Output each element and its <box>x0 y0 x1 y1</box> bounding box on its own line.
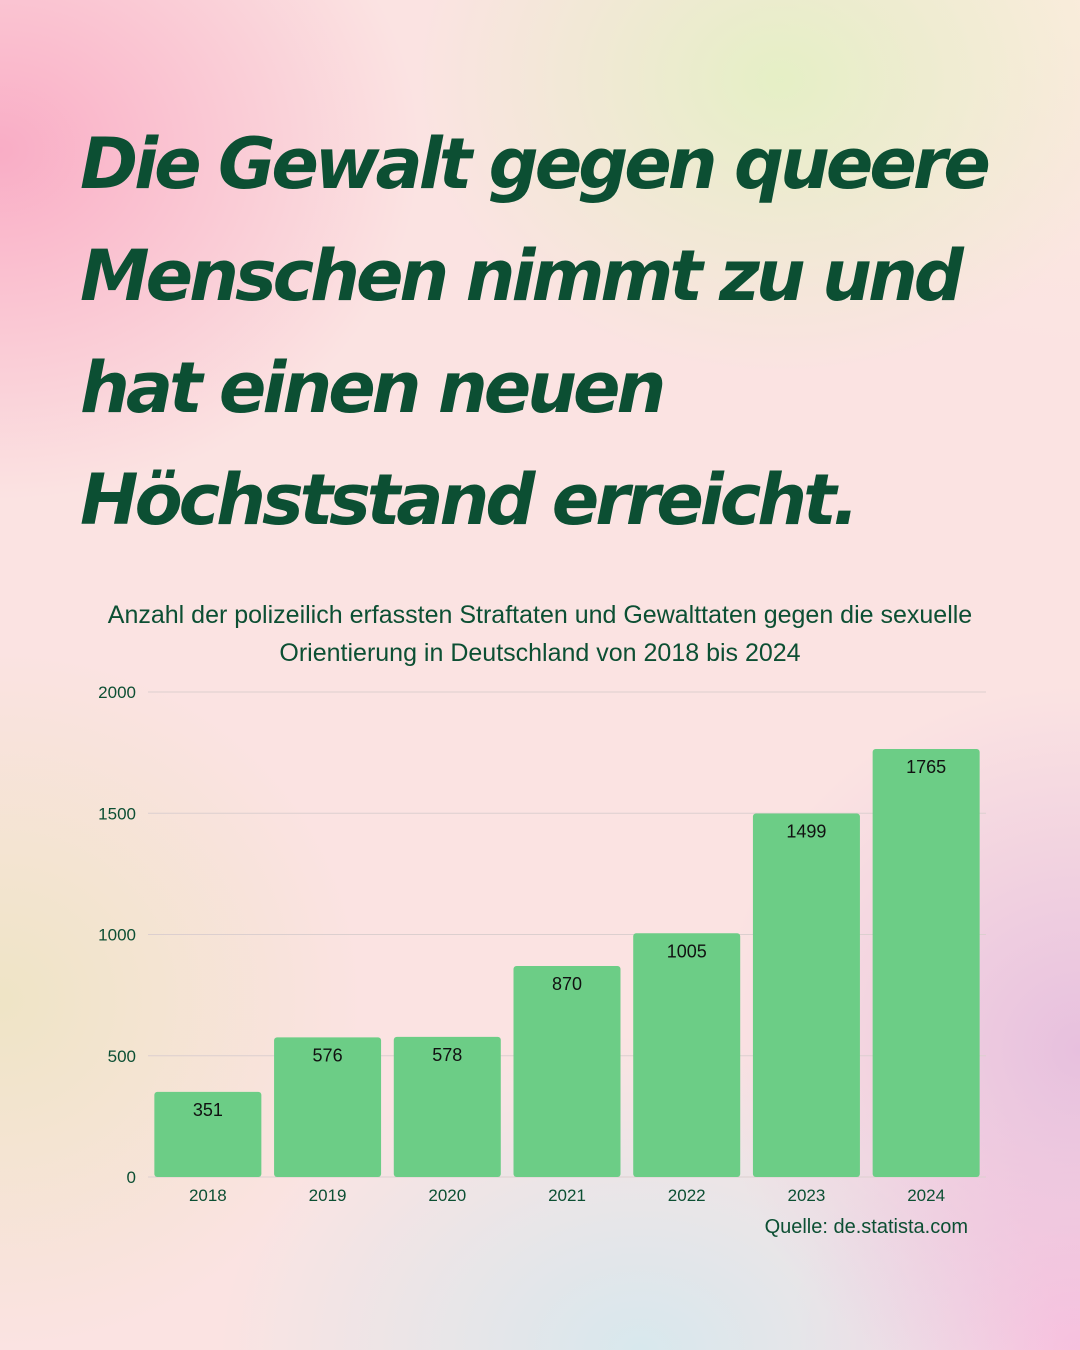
y-tick-label: 1500 <box>98 804 136 823</box>
bar <box>633 933 741 1177</box>
bar <box>872 748 980 1177</box>
chart-title: Anzahl der polizeilich erfassten Strafta… <box>107 601 973 667</box>
bar <box>513 966 621 1177</box>
bar <box>393 1036 501 1177</box>
bar-value-label: 351 <box>193 1100 223 1120</box>
bar <box>274 1037 382 1177</box>
x-tick-label: 2021 <box>548 1186 586 1205</box>
bar-value-label: 870 <box>552 974 582 994</box>
y-tick-label: 1000 <box>98 926 136 945</box>
y-tick-label: 2000 <box>98 683 136 702</box>
bar-value-label: 578 <box>432 1045 462 1065</box>
y-tick-label: 500 <box>108 1047 136 1066</box>
bar-value-label: 1005 <box>667 941 707 961</box>
y-tick-label: 0 <box>127 1168 136 1187</box>
bar-value-label: 1499 <box>786 821 826 841</box>
x-tick-label: 2022 <box>668 1186 706 1205</box>
bar <box>752 813 860 1177</box>
bar-value-label: 576 <box>313 1045 343 1065</box>
source-note: Quelle: de.statista.com <box>764 1216 968 1238</box>
x-tick-label: 2018 <box>189 1186 227 1205</box>
x-tick-label: 2020 <box>428 1186 466 1205</box>
bar <box>154 1091 262 1177</box>
x-tick-label: 2019 <box>309 1186 347 1205</box>
x-tick-label: 2024 <box>907 1186 945 1205</box>
headline: Die Gewalt gegen queere Menschen nimmt z… <box>80 123 991 541</box>
bar-value-label: 1765 <box>906 757 946 777</box>
x-tick-label: 2023 <box>788 1186 826 1205</box>
